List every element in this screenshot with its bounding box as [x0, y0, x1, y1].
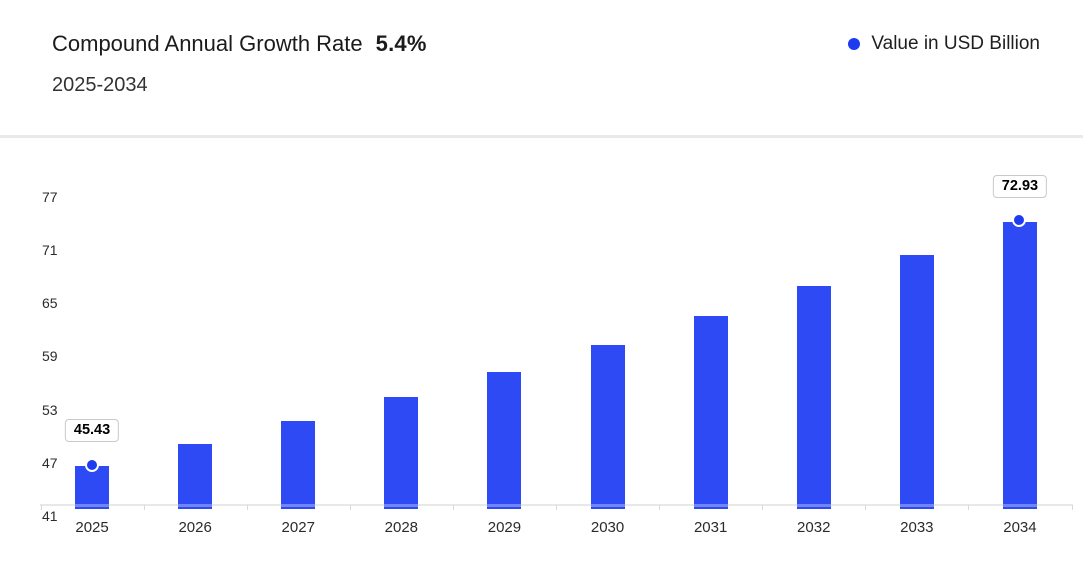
x-axis-label-2030: 2030: [590, 519, 625, 536]
value-label-2025: 45.43: [64, 419, 120, 443]
y-axis-label: 65: [42, 295, 58, 312]
bar-2034: [1002, 221, 1037, 509]
x-axis-tick: [1071, 505, 1073, 510]
bar-bottom-stripe: [178, 504, 213, 507]
bar-bottom-stripe: [75, 504, 110, 507]
bar-2031: [693, 316, 728, 509]
y-axis-label: 41: [42, 508, 58, 525]
y-axis-label: 77: [42, 188, 58, 205]
x-axis-label-2031: 2031: [693, 519, 728, 536]
x-axis-label-2026: 2026: [178, 519, 212, 536]
bar-bottom-stripe: [384, 504, 419, 507]
y-axis-label: 53: [42, 401, 58, 418]
bar-2029: [487, 371, 522, 509]
bar-2026: [178, 444, 213, 509]
x-axis-label-2029: 2029: [487, 519, 522, 536]
bar-2033: [899, 254, 934, 509]
legend-label: Value in USD Billion: [871, 33, 1040, 54]
x-axis-line: [40, 503, 1073, 506]
value-label-2034: 72.93: [992, 174, 1048, 198]
x-axis-label-2025: 2025: [75, 519, 109, 536]
x-axis-tick: [40, 505, 42, 510]
subtitle-year-range: 2025-2034: [52, 74, 148, 96]
x-axis-tick: [865, 505, 867, 510]
x-axis-tick: [659, 505, 661, 510]
legend-dot-icon: [848, 38, 861, 50]
x-axis-tick: [762, 505, 764, 510]
x-axis-tick: [452, 505, 454, 510]
bar-bottom-stripe: [1002, 504, 1037, 507]
cagr-value: 5.4%: [375, 31, 427, 56]
x-axis-label-2034: 2034: [1003, 519, 1037, 536]
title-text: Compound Annual Growth Rate: [52, 31, 363, 56]
bar-bottom-stripe: [899, 504, 934, 507]
x-axis-tick: [246, 505, 248, 510]
x-axis-label-2032: 2032: [797, 519, 831, 536]
bar-bottom-stripe: [281, 504, 316, 507]
x-axis-label-2027: 2027: [281, 519, 315, 536]
bar-bottom-stripe: [693, 504, 728, 507]
bar-bottom-stripe: [796, 504, 831, 507]
bar-2027: [281, 421, 316, 509]
x-axis-tick: [349, 505, 351, 510]
bar-2028: [384, 397, 419, 509]
point-marker-2025: [84, 457, 99, 472]
legend[interactable]: Value in USD Billion: [848, 33, 1040, 55]
x-axis-label-2028: 2028: [384, 519, 419, 536]
y-axis-label: 47: [42, 455, 58, 472]
bar-bottom-stripe: [590, 504, 625, 507]
bar-2025: [75, 466, 110, 509]
bar-2030: [590, 344, 625, 509]
x-axis-tick: [143, 505, 145, 510]
point-marker-2034: [1012, 213, 1027, 228]
bar-bottom-stripe: [487, 504, 522, 507]
bar-2032: [796, 286, 831, 509]
x-axis-label-2033: 2033: [900, 519, 934, 536]
x-axis-tick: [556, 505, 557, 510]
y-axis-label: 71: [42, 241, 58, 258]
header-divider: [0, 135, 1083, 138]
page-title: Compound Annual Growth Rate 5.4%: [52, 30, 427, 58]
x-axis-tick: [968, 505, 970, 510]
y-axis-label: 59: [42, 348, 58, 365]
